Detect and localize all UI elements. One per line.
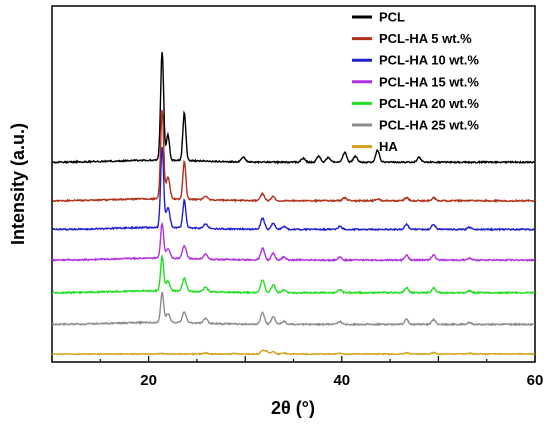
y-axis-label: Intensity (a.u.) <box>8 123 28 245</box>
series-line-ha <box>51 349 536 356</box>
series-line-pcl <box>51 52 536 165</box>
x-tick-label: 20 <box>140 372 157 389</box>
series-line-pcl-ha-25-wt <box>51 291 535 327</box>
legend-label: PCL-HA 10 wt.% <box>379 53 479 68</box>
legend-label: PCL-HA 20 wt.% <box>379 96 479 111</box>
legend-entry: PCL-HA 5 wt.% <box>352 31 472 46</box>
legend-entry: PCL-HA 25 wt.% <box>352 118 479 133</box>
series-line-pcl-ha-5-wt <box>51 109 536 204</box>
legend-entry: HA <box>352 139 398 154</box>
legend-entry: PCL-HA 10 wt.% <box>352 53 479 68</box>
series-line-pcl-ha-15-wt <box>51 221 536 263</box>
legend-label: HA <box>379 139 398 154</box>
x-tick-label: 40 <box>333 372 350 389</box>
legend-entry: PCL-HA 20 wt.% <box>352 96 479 111</box>
legend-entry: PCL-HA 15 wt.% <box>352 74 479 89</box>
legend: PCL PCL-HA 5 wt.% PCL-HA 10 wt.% PCL-HA 15 … <box>352 10 479 154</box>
legend-label: PCL-HA 15 wt.% <box>379 74 479 89</box>
x-axis-label: 2θ (°) <box>271 398 315 418</box>
x-axis: 20 40 60 <box>51 356 544 389</box>
series-line-pcl-ha-10-wt <box>52 146 536 232</box>
legend-label: PCL-HA 5 wt.% <box>379 31 472 46</box>
x-tick-label: 60 <box>527 372 544 389</box>
legend-label: PCL-HA 25 wt.% <box>379 118 479 133</box>
legend-entry: PCL <box>352 10 405 25</box>
series-layer <box>51 52 536 356</box>
legend-label: PCL <box>379 10 405 25</box>
series-line-pcl-ha-20-wt <box>51 253 536 295</box>
